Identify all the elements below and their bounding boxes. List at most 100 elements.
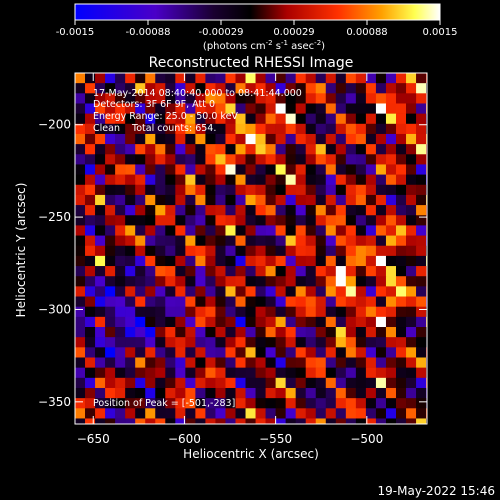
heatmap-pixel <box>335 215 347 226</box>
heatmap-pixel <box>365 377 377 389</box>
heatmap-pixel <box>275 367 286 379</box>
heatmap-pixel <box>115 357 126 368</box>
heatmap-pixel <box>406 276 417 287</box>
heatmap-pixel <box>345 398 357 409</box>
heatmap-pixel <box>275 93 286 104</box>
heatmap-pixel <box>395 266 407 277</box>
heatmap-pixel <box>115 367 126 379</box>
heatmap-pixel <box>75 184 86 196</box>
heatmap-pixel <box>265 306 276 318</box>
heatmap-pixel <box>105 337 116 348</box>
heatmap-pixel <box>365 154 377 165</box>
heatmap-pixel <box>295 154 307 165</box>
heatmap-pixel <box>275 286 286 297</box>
heatmap-pixel <box>355 347 367 358</box>
heatmap-pixel <box>165 215 176 226</box>
heatmap-pixel <box>355 286 367 297</box>
heatmap-pixel <box>325 235 337 247</box>
heatmap-pixel <box>205 255 216 267</box>
heatmap-pixel <box>135 174 146 186</box>
heatmap-pixel <box>355 83 367 94</box>
heatmap-pixel <box>315 255 327 267</box>
heatmap-pixel <box>305 184 317 196</box>
heatmap-pixel <box>295 133 307 145</box>
heatmap-pixel <box>145 418 156 424</box>
heatmap-pixel <box>395 357 407 368</box>
heatmap-pixel <box>245 174 256 186</box>
heatmap-pixel <box>205 337 216 348</box>
heatmap-pixel <box>426 266 427 277</box>
heatmap-pixel <box>275 73 286 84</box>
heatmap-pixel <box>385 164 397 175</box>
heatmap-pixel <box>215 205 226 216</box>
heatmap-pixel <box>305 398 317 409</box>
heatmap-pixel <box>345 103 357 114</box>
heatmap-pixel <box>265 255 276 267</box>
heatmap-pixel <box>285 387 296 399</box>
heatmap-pixel <box>205 133 216 145</box>
heatmap-pixel <box>185 408 196 419</box>
heatmap-pixel <box>255 73 266 84</box>
heatmap-pixel <box>335 164 347 175</box>
heatmap-pixel <box>375 418 387 424</box>
heatmap-pixel <box>95 215 106 226</box>
heatmap-pixel <box>215 286 226 297</box>
heatmap-pixel <box>105 255 116 267</box>
heatmap-pixel <box>385 194 397 206</box>
heatmap-pixel <box>345 174 357 186</box>
heatmap-pixel <box>365 133 377 145</box>
heatmap-pixel <box>145 266 156 277</box>
heatmap-pixel <box>175 113 186 125</box>
heatmap-pixel <box>345 347 357 358</box>
heatmap-pixel <box>265 357 276 368</box>
heatmap-pixel <box>395 194 407 206</box>
heatmap-pixel <box>235 194 246 206</box>
heatmap-pixel <box>285 113 296 125</box>
heatmap-pixel <box>155 357 166 368</box>
heatmap-pixel <box>165 367 176 379</box>
heatmap-pixel <box>205 357 216 368</box>
heatmap-pixel <box>265 235 276 247</box>
heatmap-pixel <box>426 347 427 358</box>
heatmap-pixel <box>335 367 347 379</box>
heatmap-pixel <box>365 205 377 216</box>
heatmap-pixel <box>406 133 417 145</box>
heatmap-pixel <box>175 123 186 135</box>
heatmap-pixel <box>365 245 377 257</box>
heatmap-pixel <box>245 367 256 379</box>
heatmap-pixel <box>416 387 427 399</box>
heatmap-pixel <box>416 398 427 409</box>
heatmap-pixel <box>185 144 196 155</box>
heatmap-pixel <box>185 337 196 348</box>
heatmap-pixel <box>185 398 196 409</box>
heatmap-pixel <box>215 235 226 247</box>
heatmap-pixel <box>75 387 86 399</box>
heatmap-pixel <box>75 174 86 186</box>
heatmap-pixel <box>265 327 276 338</box>
heatmap-pixel <box>125 327 136 338</box>
heatmap-pixel <box>375 387 387 399</box>
heatmap-pixel <box>195 235 206 247</box>
heatmap-pixel <box>245 255 256 267</box>
heatmap-pixel <box>395 408 407 419</box>
x-tick-label: −650 <box>77 432 110 446</box>
heatmap-pixel <box>355 205 367 216</box>
heatmap-pixel <box>105 144 116 155</box>
heatmap-pixel <box>95 103 106 114</box>
heatmap-pixel <box>205 347 216 358</box>
colorbar-units: (photons cm-2 s-1 asec-2) <box>203 39 325 52</box>
heatmap-pixel <box>255 337 266 348</box>
heatmap-pixel <box>335 306 347 318</box>
heatmap-pixel <box>115 123 126 135</box>
heatmap-pixel <box>355 144 367 155</box>
heatmap-pixel <box>125 144 136 155</box>
heatmap-pixel <box>175 296 186 307</box>
heatmap-pixel <box>245 398 256 409</box>
heatmap-pixel <box>155 306 166 318</box>
heatmap-pixel <box>275 154 286 165</box>
heatmap-pixel <box>385 133 397 145</box>
heatmap-pixel <box>295 93 307 104</box>
heatmap-pixel <box>325 286 337 297</box>
heatmap-pixel <box>325 184 337 196</box>
heatmap-pixel <box>145 347 156 358</box>
